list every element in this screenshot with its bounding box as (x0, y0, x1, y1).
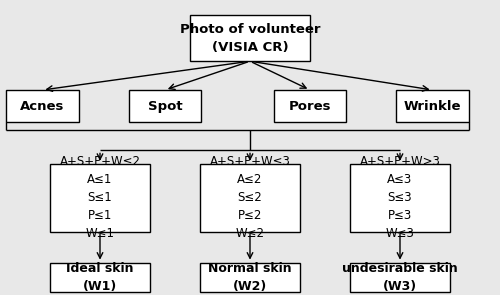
Text: A+S+P+W≤3
A≤2
S≤2
P≤2
W≤2: A+S+P+W≤3 A≤2 S≤2 P≤2 W≤2 (210, 155, 290, 240)
FancyBboxPatch shape (274, 90, 346, 122)
Text: undesirable skin
(W3): undesirable skin (W3) (342, 262, 458, 293)
Text: Ideal skin
(W1): Ideal skin (W1) (66, 262, 134, 293)
FancyBboxPatch shape (50, 164, 150, 232)
Text: A+S+P+W≤2
A≤1
S≤1
P≤1
W≤1: A+S+P+W≤2 A≤1 S≤1 P≤1 W≤1 (60, 155, 140, 240)
FancyBboxPatch shape (200, 164, 300, 232)
FancyBboxPatch shape (190, 16, 310, 61)
FancyBboxPatch shape (200, 263, 300, 292)
FancyBboxPatch shape (396, 90, 469, 122)
Text: Acnes: Acnes (20, 100, 64, 113)
FancyBboxPatch shape (129, 90, 201, 122)
FancyBboxPatch shape (50, 263, 150, 292)
Text: A+S+P+W>3
A≤3
S≤3
P≤3
W≤3: A+S+P+W>3 A≤3 S≤3 P≤3 W≤3 (360, 155, 440, 240)
Text: Spot: Spot (148, 100, 182, 113)
FancyBboxPatch shape (350, 164, 450, 232)
Text: Photo of volunteer
(VISIA CR): Photo of volunteer (VISIA CR) (180, 23, 320, 54)
FancyBboxPatch shape (6, 90, 79, 122)
FancyBboxPatch shape (350, 263, 450, 292)
Text: Pores: Pores (289, 100, 331, 113)
Text: Wrinkle: Wrinkle (404, 100, 461, 113)
Text: Normal skin
(W2): Normal skin (W2) (208, 262, 292, 293)
